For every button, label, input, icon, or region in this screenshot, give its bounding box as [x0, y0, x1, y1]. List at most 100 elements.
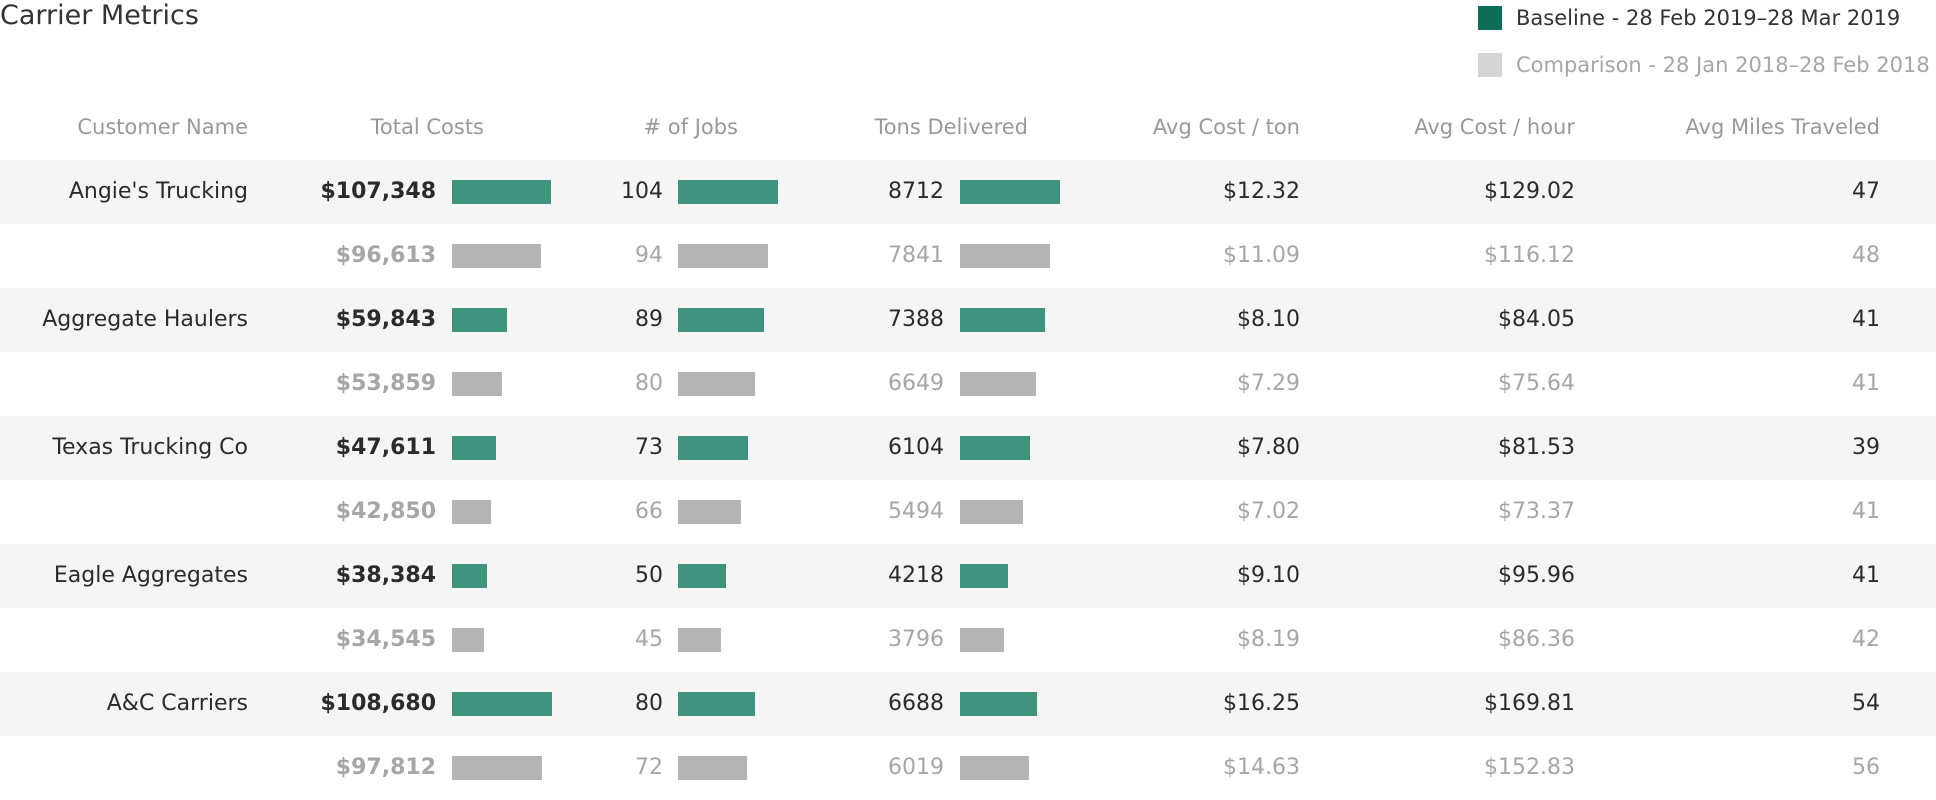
tons-value: 6019: [888, 755, 944, 780]
column-header-avg-cost-ton[interactable]: Avg Cost / ton: [1152, 115, 1300, 139]
column-header-avg-miles[interactable]: Avg Miles Traveled: [1685, 115, 1880, 139]
total-costs-value: $38,384: [335, 563, 436, 588]
tons-bar: [960, 564, 1009, 588]
total-costs-bar: [452, 180, 551, 204]
jobs-value: 73: [635, 435, 663, 460]
customer-name: Aggregate Haulers: [42, 307, 248, 332]
total-costs-value: $96,613: [335, 243, 436, 268]
total-costs-value: $34,545: [335, 627, 436, 652]
customer-name: Angie's Trucking: [68, 179, 248, 204]
avg-cost-hour-value: $116.12: [1484, 243, 1575, 268]
tons-bar: [960, 756, 1030, 780]
legend-swatch-baseline: [1478, 6, 1502, 30]
total-costs-value: $59,843: [335, 307, 436, 332]
tons-value: 6649: [888, 371, 944, 396]
avg-miles-value: 54: [1852, 691, 1880, 716]
tons-bar: [960, 180, 1060, 204]
jobs-bar: [678, 372, 755, 396]
avg-cost-ton-value: $7.80: [1237, 435, 1300, 460]
customer-name: Texas Trucking Co: [52, 435, 248, 460]
tons-value: 8712: [888, 179, 944, 204]
avg-cost-ton-value: $9.10: [1237, 563, 1300, 588]
avg-cost-ton-value: $11.09: [1223, 243, 1300, 268]
avg-miles-value: 42: [1852, 627, 1880, 652]
jobs-bar: [678, 308, 764, 332]
jobs-bar: [678, 500, 742, 524]
table-row[interactable]: $97,812 72 6019 $14.63 $152.83 56: [0, 736, 1936, 800]
total-costs-value: $107,348: [320, 179, 436, 204]
avg-cost-hour-value: $86.36: [1498, 627, 1575, 652]
total-costs-bar: [452, 436, 496, 460]
column-header-tons-delivered[interactable]: Tons Delivered: [874, 115, 1028, 139]
avg-cost-hour-value: $95.96: [1498, 563, 1575, 588]
table-row[interactable]: Eagle Aggregates $38,384 50 4218 $9.10 $95.96…: [0, 544, 1936, 608]
avg-miles-value: 41: [1852, 499, 1880, 524]
jobs-value: 66: [635, 499, 663, 524]
jobs-value: 104: [621, 179, 663, 204]
jobs-value: 50: [635, 563, 663, 588]
tons-bar: [960, 436, 1031, 460]
table-row[interactable]: Texas Trucking Co $47,611 73 6104 $7.80 $81.5…: [0, 416, 1936, 480]
column-header-avg-cost-hour[interactable]: Avg Cost / hour: [1414, 115, 1575, 139]
total-costs-value: $47,611: [335, 435, 436, 460]
avg-miles-value: 41: [1852, 371, 1880, 396]
tons-value: 7388: [888, 307, 944, 332]
table-row[interactable]: $53,859 80 6649 $7.29 $75.64 41: [0, 352, 1936, 416]
column-header-customer-name[interactable]: Customer Name: [77, 115, 248, 139]
tons-bar: [960, 372, 1037, 396]
table-row[interactable]: Angie's Trucking $107,348 104 8712 $12.32 $12…: [0, 160, 1936, 224]
avg-miles-value: 48: [1852, 243, 1880, 268]
avg-miles-value: 39: [1852, 435, 1880, 460]
avg-cost-ton-value: $12.32: [1223, 179, 1300, 204]
total-costs-bar: [452, 372, 502, 396]
avg-miles-value: 56: [1852, 755, 1880, 780]
jobs-bar: [678, 628, 722, 652]
jobs-bar: [678, 564, 727, 588]
tons-bar: [960, 244, 1050, 268]
column-header-jobs[interactable]: # of Jobs: [643, 115, 739, 139]
legend-label-baseline: Baseline - 28 Feb 2019–28 Mar 2019: [1516, 6, 1901, 30]
avg-miles-value: 47: [1852, 179, 1880, 204]
table-row[interactable]: $42,850 66 5494 $7.02 $73.37 41: [0, 480, 1936, 544]
jobs-value: 45: [635, 627, 663, 652]
table-row[interactable]: A&C Carriers $108,680 80 6688 $16.25 $169.81 5…: [0, 672, 1936, 736]
avg-cost-ton-value: $8.10: [1237, 307, 1300, 332]
avg-cost-hour-value: $75.64: [1498, 371, 1575, 396]
total-costs-bar: [452, 756, 542, 780]
legend-label-comparison: Comparison - 28 Jan 2018–28 Feb 2018: [1516, 53, 1930, 77]
page-title: Carrier Metrics: [0, 0, 199, 31]
jobs-value: 72: [635, 755, 663, 780]
tons-value: 5494: [888, 499, 944, 524]
jobs-value: 94: [635, 243, 663, 268]
tons-bar: [960, 308, 1045, 332]
total-costs-bar: [452, 244, 541, 268]
column-header-total-costs[interactable]: Total Costs: [370, 115, 484, 139]
tons-value: 6104: [888, 435, 944, 460]
tons-value: 7841: [888, 243, 944, 268]
customer-name: Eagle Aggregates: [53, 563, 248, 588]
jobs-value: 80: [635, 691, 663, 716]
legend-swatch-comparison: [1478, 53, 1502, 77]
avg-cost-hour-value: $81.53: [1498, 435, 1575, 460]
total-costs-bar: [452, 500, 492, 524]
avg-cost-ton-value: $7.02: [1237, 499, 1300, 524]
total-costs-bar: [452, 692, 552, 716]
tons-bar: [960, 500, 1024, 524]
table-row[interactable]: $96,613 94 7841 $11.09 $116.12 48: [0, 224, 1936, 288]
total-costs-value: $53,859: [335, 371, 436, 396]
jobs-bar: [678, 756, 748, 780]
tons-value: 4218: [888, 563, 944, 588]
tons-bar: [960, 692, 1037, 716]
total-costs-bar: [452, 308, 508, 332]
avg-cost-hour-value: $169.81: [1484, 691, 1575, 716]
jobs-value: 89: [635, 307, 663, 332]
avg-cost-hour-value: $84.05: [1498, 307, 1575, 332]
avg-cost-hour-value: $129.02: [1484, 179, 1575, 204]
avg-cost-hour-value: $73.37: [1498, 499, 1575, 524]
table-row[interactable]: $34,545 45 3796 $8.19 $86.36 42: [0, 608, 1936, 672]
table-row[interactable]: Aggregate Haulers $59,843 89 7388 $8.10 $84.0…: [0, 288, 1936, 352]
customer-name: A&C Carriers: [106, 691, 248, 716]
avg-cost-ton-value: $14.63: [1223, 755, 1300, 780]
avg-cost-ton-value: $7.29: [1237, 371, 1300, 396]
tons-bar: [960, 628, 1004, 652]
